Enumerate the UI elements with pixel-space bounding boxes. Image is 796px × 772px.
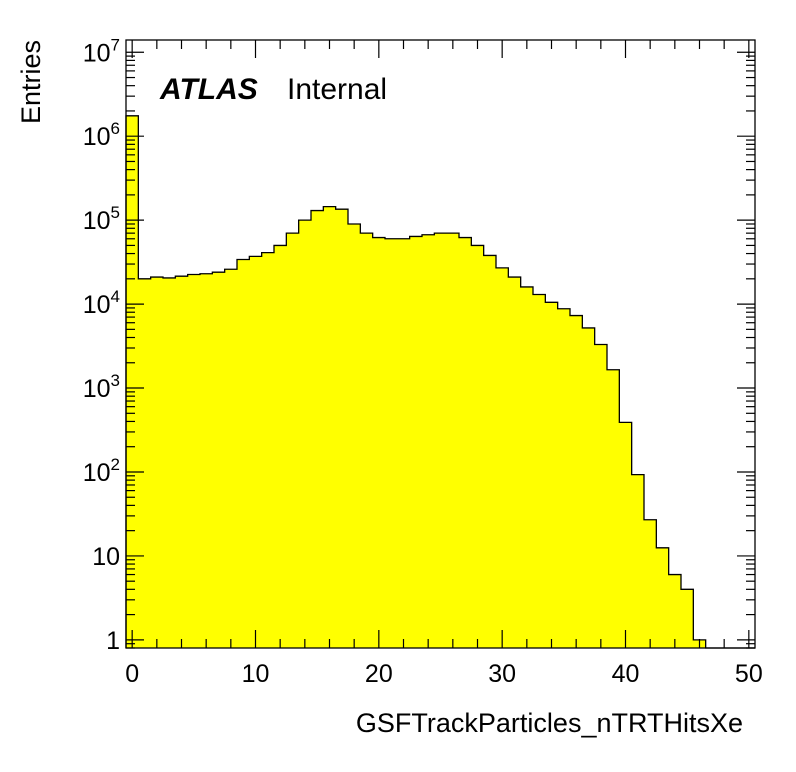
histogram-bars	[126, 115, 707, 649]
histogram-bar	[372, 237, 386, 649]
histogram-bar	[286, 233, 300, 649]
histogram-bar	[459, 237, 472, 649]
y-tick-label: 10	[92, 543, 120, 571]
y-tick-label: 103	[83, 371, 120, 403]
internal-label: Internal	[287, 73, 387, 106]
histogram-outline	[125, 115, 755, 649]
axis-ticks	[126, 40, 755, 649]
histogram-bar	[385, 238, 398, 649]
atlas-label: ATLAS	[159, 73, 258, 106]
histogram-bar	[311, 210, 324, 648]
y-tick-labels: 1 10 102 103 104 105 106 107	[83, 35, 120, 655]
histogram-bar	[533, 294, 546, 648]
histogram-bar	[249, 256, 263, 648]
x-axis-title: GSFTrackParticles_nTRTHitsXe	[356, 708, 743, 738]
x-tick-label: 20	[365, 660, 393, 688]
histogram-bar	[298, 220, 312, 648]
histogram-bar	[434, 233, 448, 649]
histogram-bar	[545, 302, 559, 648]
histogram-bar	[274, 245, 287, 648]
y-tick-label: 107	[83, 35, 120, 67]
histogram-bar	[187, 274, 201, 648]
histogram-bar	[582, 327, 596, 648]
histogram-bar	[212, 272, 226, 648]
histogram-bar	[224, 269, 238, 648]
histogram-bar	[163, 277, 176, 648]
y-tick-label: 102	[83, 455, 120, 487]
histogram-bar	[520, 286, 534, 648]
histogram-bar	[668, 574, 682, 648]
x-tick-label: 0	[125, 660, 139, 688]
histogram-bar	[644, 519, 657, 648]
histogram-bar	[681, 589, 694, 648]
histogram-bar	[607, 369, 620, 648]
histogram-bar	[138, 278, 152, 648]
x-tick-labels: 0 10 20 30 40 50	[125, 660, 763, 688]
histogram-bar	[261, 252, 275, 648]
histogram-bar	[200, 273, 213, 648]
histogram-bar	[483, 255, 497, 648]
histogram-bar	[446, 233, 460, 649]
y-axis-title: Entries	[16, 40, 46, 124]
histogram-bar	[508, 277, 522, 648]
x-tick-label: 10	[242, 660, 270, 688]
histogram-bar	[619, 422, 633, 648]
histogram-bar	[237, 259, 250, 648]
histogram-bar	[409, 236, 423, 648]
histogram-bar	[348, 223, 361, 648]
y-tick-label: 105	[83, 203, 120, 235]
x-tick-label: 30	[488, 660, 516, 688]
histogram-bar	[175, 276, 189, 648]
x-tick-label: 40	[612, 660, 640, 688]
histogram-bar	[471, 245, 485, 648]
histogram-bar	[631, 474, 645, 648]
histogram-bar	[150, 277, 164, 648]
histogram-bar	[126, 115, 139, 648]
histogram-bar	[570, 315, 583, 648]
histogram-bar	[594, 344, 608, 648]
histogram-bar	[656, 547, 670, 648]
histogram-bar	[323, 206, 337, 648]
histogram-bar	[360, 233, 374, 649]
y-tick-label: 1	[106, 627, 120, 655]
histogram-bar	[335, 209, 349, 648]
x-tick-label: 50	[735, 660, 763, 688]
histogram-bar	[397, 238, 411, 649]
y-tick-label: 104	[83, 287, 120, 319]
histogram-bar	[557, 308, 571, 648]
y-tick-label: 106	[83, 119, 120, 151]
plot-frame	[125, 39, 756, 649]
histogram-bar	[422, 234, 435, 649]
histogram-bar	[496, 267, 509, 648]
